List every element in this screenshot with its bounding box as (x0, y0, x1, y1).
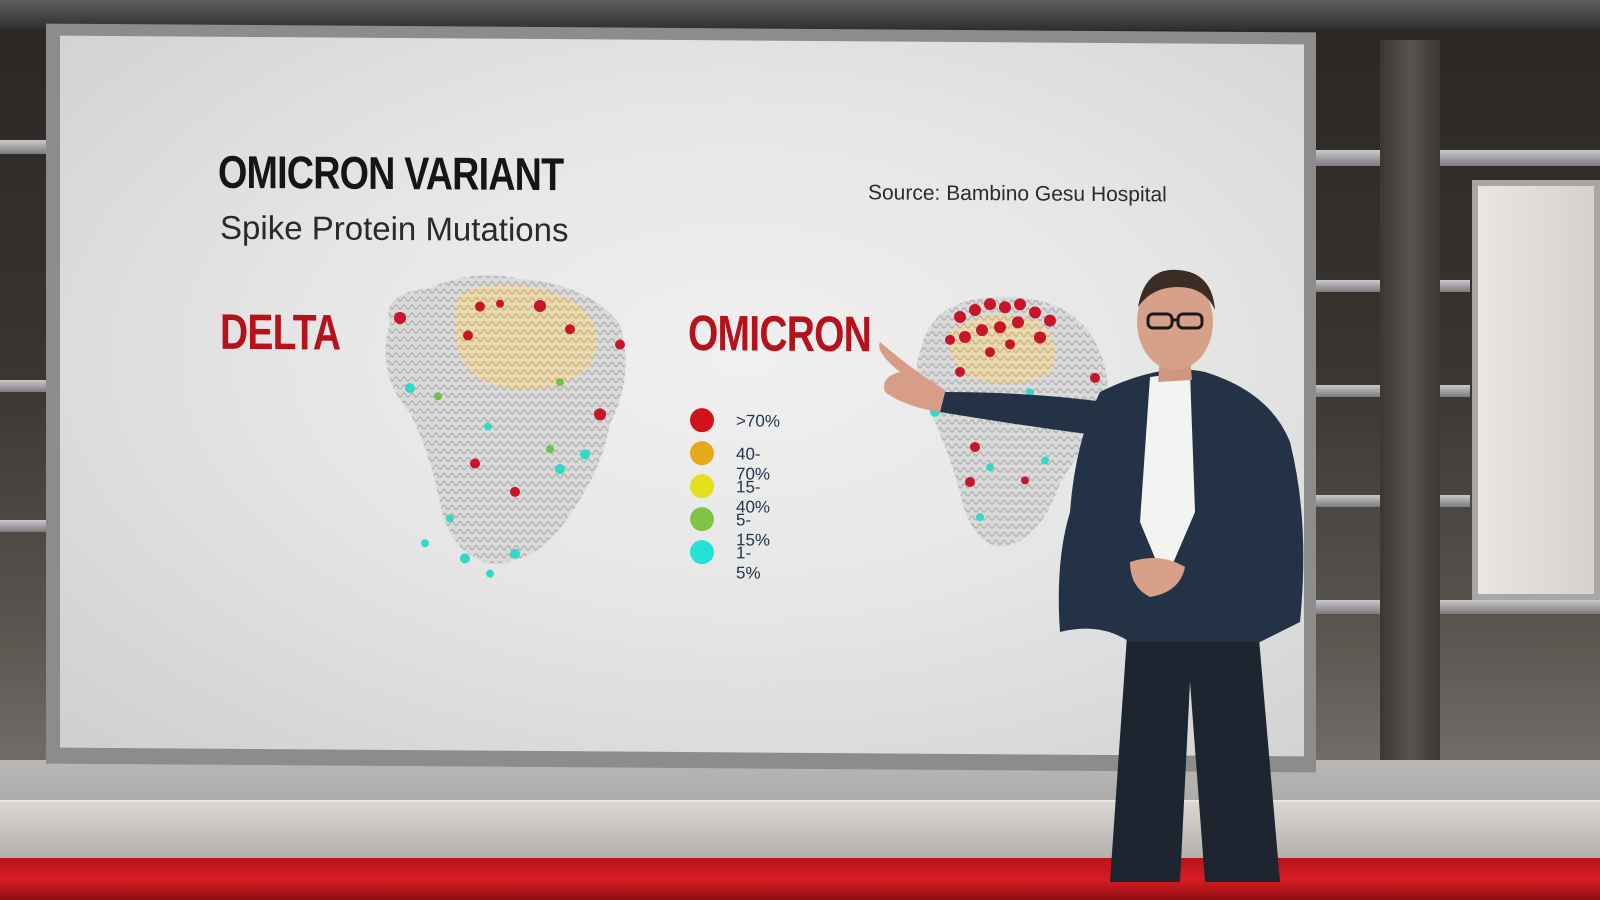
studio-beam (1310, 150, 1600, 166)
studio-beam (0, 140, 60, 154)
legend-swatch-red (690, 408, 714, 433)
legend-label: 1-5% (736, 543, 761, 583)
legend-swatch-cyan (690, 540, 714, 565)
delta-label: DELTA (220, 303, 341, 361)
omicron-label: OMICRON (688, 305, 872, 363)
graphic-subtitle: Spike Protein Mutations (220, 208, 569, 249)
legend-swatch-green (690, 507, 714, 532)
studio-floor-step (0, 800, 1600, 860)
legend-swatch-orange (690, 441, 714, 466)
legend-swatch-yellow (690, 474, 714, 499)
legend-label: >70% (736, 411, 780, 431)
graphic-source: Source: Bambino Gesu Hospital (868, 181, 1167, 207)
delta-spike-protein-image (385, 275, 626, 578)
presenter (879, 269, 1304, 882)
studio-beam (1310, 600, 1600, 614)
side-display (1472, 180, 1600, 600)
graphic-title: OMICRON VARIANT (218, 145, 564, 201)
studio-beam (0, 380, 60, 392)
studio-pillar (1380, 40, 1440, 760)
studio-beam (0, 520, 60, 532)
studio-floor-red-stripe (0, 858, 1600, 900)
